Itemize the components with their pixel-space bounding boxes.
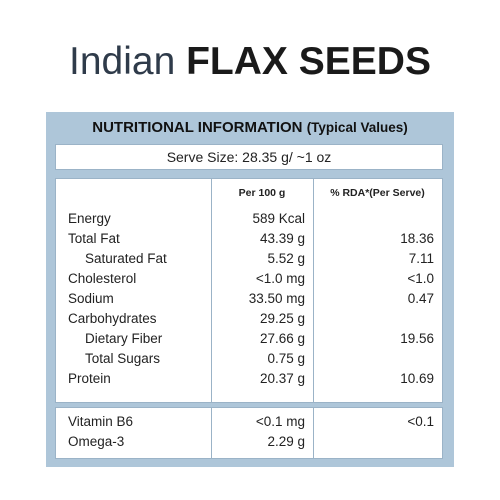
table-row: Protein 20.37 g 10.69 <box>56 369 442 389</box>
table-row: Total Sugars 0.75 g <box>56 349 442 369</box>
nutrient-rda: 19.56 <box>400 331 434 346</box>
table-row: Energy 589 Kcal <box>56 209 442 229</box>
nutrient-name: Total Sugars <box>85 351 161 366</box>
table-row: Total Fat 43.39 g 18.36 <box>56 229 442 249</box>
title-product: FLAX SEEDS <box>186 40 431 83</box>
nutrition-table: Per 100 g % RDA*(Per Serve) Energy 589 K… <box>55 178 443 403</box>
nutrient-rda: <1.0 <box>407 271 434 286</box>
nutrient-name: Saturated Fat <box>85 251 167 266</box>
nutrient-name: Protein <box>68 371 111 386</box>
nutrition-table-vitamins: Vitamin B6 <0.1 mg <0.1 Omega-3 2.29 g <box>55 407 443 459</box>
nutrient-name: Dietary Fiber <box>85 331 163 346</box>
nutrient-rda: 7.11 <box>408 251 434 266</box>
nutrient-per100: 29.25 g <box>259 311 305 326</box>
column-divider <box>211 408 212 458</box>
nutrient-rda: <0.1 <box>407 414 434 429</box>
nutrient-per100: 2.29 g <box>267 434 305 449</box>
column-header-per100: Per 100 g <box>238 187 286 199</box>
table-row: Omega-3 2.29 g <box>56 432 442 452</box>
nutrient-name: Carbohydrates <box>68 311 157 326</box>
nutrient-per100: 0.75 g <box>267 351 305 366</box>
nutrition-panel: NUTRITIONAL INFORMATION (Typical Values)… <box>46 112 454 467</box>
nutrition-header: NUTRITIONAL INFORMATION (Typical Values) <box>46 112 454 144</box>
nutrient-name: Cholesterol <box>68 271 137 286</box>
nutrition-header-title: NUTRITIONAL INFORMATION <box>92 119 303 136</box>
table-row: Carbohydrates 29.25 g <box>56 309 442 329</box>
serve-size: Serve Size: 28.35 g/ ~1 oz <box>55 144 443 170</box>
nutrient-per100: 33.50 mg <box>248 291 305 306</box>
nutrient-per100: 27.66 g <box>259 331 305 346</box>
nutrient-per100: <1.0 mg <box>255 271 305 286</box>
page-title: Indian FLAX SEEDS <box>0 38 500 86</box>
column-divider <box>313 179 314 402</box>
nutrient-name: Sodium <box>68 291 114 306</box>
nutrient-rda: 0.47 <box>407 291 434 306</box>
nutrient-rda: 10.69 <box>400 371 434 386</box>
table-row: Vitamin B6 <0.1 mg <0.1 <box>56 412 442 432</box>
nutrient-per100: <0.1 mg <box>255 414 305 429</box>
nutrient-per100: 43.39 g <box>259 231 305 246</box>
column-header-rda: % RDA*(Per Serve) <box>330 187 425 199</box>
column-divider <box>211 179 212 402</box>
nutrition-header-subtitle: (Typical Values) <box>306 120 408 135</box>
nutrient-per100: 20.37 g <box>259 371 305 386</box>
table-row: Saturated Fat 5.52 g 7.11 <box>56 249 442 269</box>
nutrient-name: Vitamin B6 <box>68 414 134 429</box>
nutrient-name: Energy <box>68 211 111 226</box>
title-brand: Indian <box>69 40 176 83</box>
nutrient-per100: 589 Kcal <box>252 211 305 226</box>
column-divider <box>313 408 314 458</box>
table-row: Cholesterol <1.0 mg <1.0 <box>56 269 442 289</box>
nutrient-name: Omega-3 <box>68 434 125 449</box>
nutrient-name: Total Fat <box>68 231 120 246</box>
nutrient-rda: 18.36 <box>400 231 434 246</box>
table-row: Sodium 33.50 mg 0.47 <box>56 289 442 309</box>
table-row: Dietary Fiber 27.66 g 19.56 <box>56 329 442 349</box>
nutrient-per100: 5.52 g <box>267 251 305 266</box>
